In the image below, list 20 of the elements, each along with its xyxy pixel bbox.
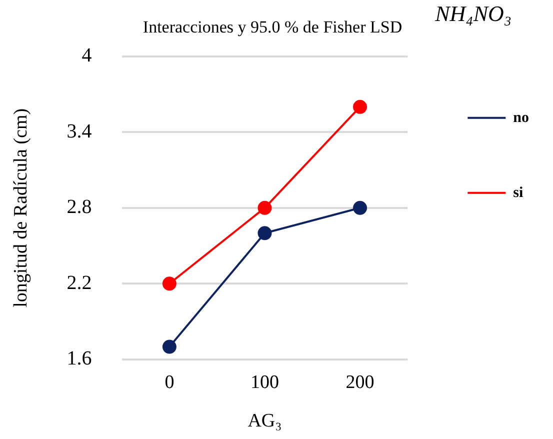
y-tick-label: 4 (82, 44, 92, 67)
y-tick-label: 1.6 (66, 348, 92, 370)
point (258, 226, 272, 240)
point (353, 100, 368, 114)
legend-label: si (513, 184, 524, 201)
x-tick-label: 100 (250, 372, 279, 393)
legend-title: NH₄NO₃ (434, 0, 512, 26)
x-axis-title: AG₃ (248, 410, 282, 432)
point (162, 340, 176, 354)
chart-title: Interacciones y 95.0 % de Fisher LSD (142, 18, 402, 37)
y-tick-label: 3.4 (66, 120, 92, 142)
x-tick-label: 200 (346, 372, 374, 393)
point (162, 276, 176, 291)
x-tick-label: 0 (164, 372, 174, 393)
point (353, 200, 368, 215)
y-tick-label: 2.8 (66, 196, 92, 218)
y-axis-title: longitud de Radícula (cm) (10, 108, 32, 308)
legend-label: no (513, 110, 529, 126)
point (258, 200, 272, 215)
y-tick-label: 2.2 (66, 272, 92, 294)
